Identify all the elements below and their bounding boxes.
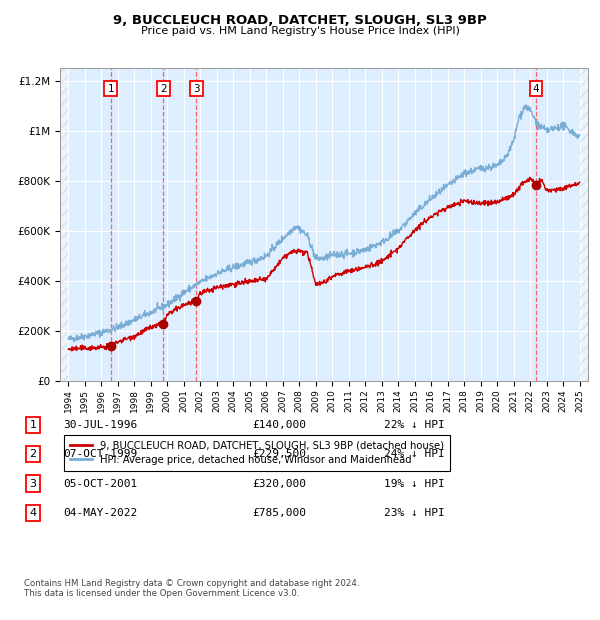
Text: 19% ↓ HPI: 19% ↓ HPI bbox=[384, 479, 445, 489]
Text: 24% ↓ HPI: 24% ↓ HPI bbox=[384, 449, 445, 459]
Text: £140,000: £140,000 bbox=[252, 420, 306, 430]
Text: 2: 2 bbox=[160, 84, 167, 94]
Text: 05-OCT-2001: 05-OCT-2001 bbox=[63, 479, 137, 489]
Bar bbox=[580, 68, 588, 381]
Text: 04-MAY-2022: 04-MAY-2022 bbox=[63, 508, 137, 518]
Text: £229,500: £229,500 bbox=[252, 449, 306, 459]
Bar bbox=[60, 68, 68, 381]
Text: 3: 3 bbox=[193, 84, 200, 94]
Text: 2: 2 bbox=[29, 449, 37, 459]
Text: 07-OCT-1999: 07-OCT-1999 bbox=[63, 449, 137, 459]
Text: This data is licensed under the Open Government Licence v3.0.: This data is licensed under the Open Gov… bbox=[24, 588, 299, 598]
Text: 4: 4 bbox=[29, 508, 37, 518]
Text: 30-JUL-1996: 30-JUL-1996 bbox=[63, 420, 137, 430]
Text: 22% ↓ HPI: 22% ↓ HPI bbox=[384, 420, 445, 430]
Text: 1: 1 bbox=[107, 84, 114, 94]
Text: Price paid vs. HM Land Registry's House Price Index (HPI): Price paid vs. HM Land Registry's House … bbox=[140, 26, 460, 36]
Text: 3: 3 bbox=[29, 479, 37, 489]
Legend: 9, BUCCLEUCH ROAD, DATCHET, SLOUGH, SL3 9BP (detached house), HPI: Average price: 9, BUCCLEUCH ROAD, DATCHET, SLOUGH, SL3 … bbox=[64, 435, 451, 471]
Text: 1: 1 bbox=[29, 420, 37, 430]
Text: 4: 4 bbox=[533, 84, 539, 94]
Text: Contains HM Land Registry data © Crown copyright and database right 2024.: Contains HM Land Registry data © Crown c… bbox=[24, 578, 359, 588]
Text: 23% ↓ HPI: 23% ↓ HPI bbox=[384, 508, 445, 518]
Text: £320,000: £320,000 bbox=[252, 479, 306, 489]
Text: 9, BUCCLEUCH ROAD, DATCHET, SLOUGH, SL3 9BP: 9, BUCCLEUCH ROAD, DATCHET, SLOUGH, SL3 … bbox=[113, 14, 487, 27]
Text: £785,000: £785,000 bbox=[252, 508, 306, 518]
